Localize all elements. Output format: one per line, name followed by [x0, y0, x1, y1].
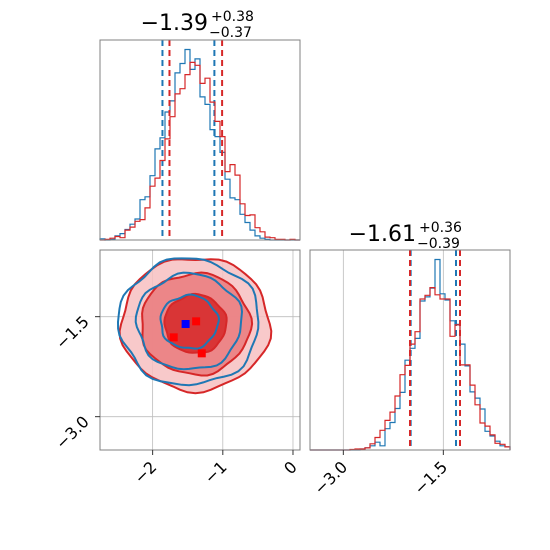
title-param1-minus: −0.37: [209, 25, 252, 41]
x-tick-label: 0: [280, 457, 301, 478]
contour-blue-level-3: [116, 257, 260, 387]
x-tick-label: −1.5: [410, 457, 451, 498]
marker-point-2: [192, 317, 201, 326]
x-tick-label: −3.0: [310, 457, 351, 498]
title-param1-value: −1.39: [141, 11, 208, 36]
title-param1-plus: +0.38: [211, 9, 254, 25]
histogram-param1-panel: −1.39 +0.38 −0.37: [99, 9, 301, 241]
histogram-param2-panel: −3.0 −1.5 −1.61 +0.36 −0.39: [309, 220, 511, 498]
title-param2-minus: −0.39: [417, 236, 460, 252]
histogram-param2-frame: [309, 249, 511, 451]
y-tick-label: −3.0: [52, 412, 93, 453]
joint-panel: −2 −1 0 −1.5 −3.0: [52, 249, 301, 488]
histogram-series-2-line: [100, 61, 300, 241]
x-tick-label: −1: [201, 457, 231, 487]
histogram-param1-frame: [99, 39, 301, 241]
title-param2-plus: +0.36: [419, 220, 462, 236]
title-param2-value: −1.61: [349, 222, 416, 247]
x-tick-label: −2: [130, 457, 160, 487]
marker-point-3: [169, 333, 178, 342]
marker-point-1: [181, 320, 190, 328]
contour-blue-level-1: [159, 293, 221, 350]
joint-panel-frame: [99, 249, 301, 451]
y-tick-label: −1.5: [52, 312, 93, 353]
contour-blue-level-2: [134, 271, 244, 371]
marker-point-4: [197, 349, 206, 358]
histogram-series-2-line: [310, 287, 511, 451]
